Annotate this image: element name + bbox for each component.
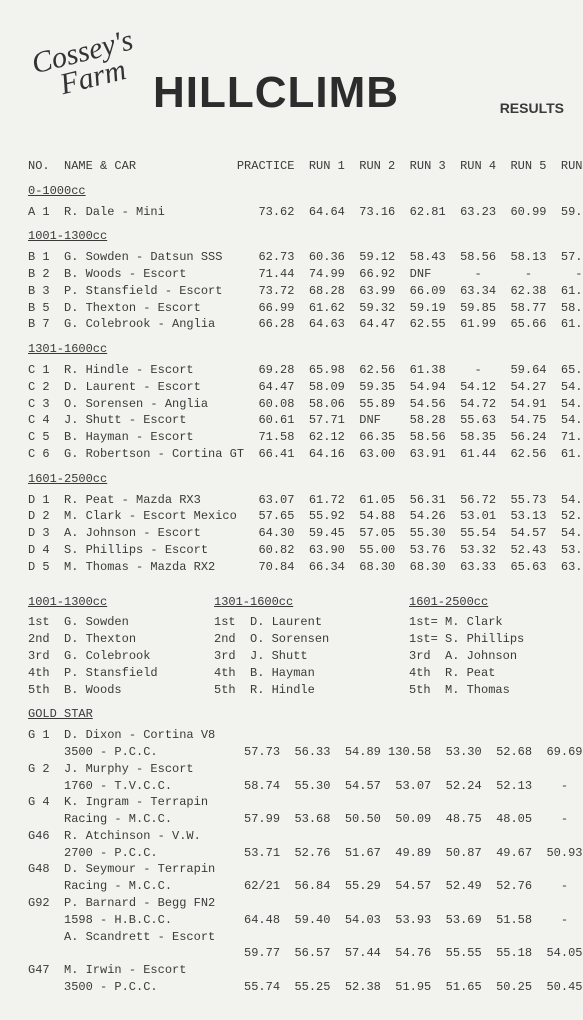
gold-row-times: Racing - M.C.C. 57.99 53.68 50.50 50.09 … (64, 811, 559, 828)
class-block: 1001-1300cc B 1 G. Sowden - Datsun SSS 62… (28, 228, 559, 333)
gold-row-name: G47 M. Irwin - Escort (28, 962, 559, 979)
ranking-row: 3rd A. Johnson (409, 648, 524, 665)
gold-star-header: GOLD STAR (28, 706, 559, 723)
result-row: D 3 A. Johnson - Escort 64.30 59.45 57.0… (28, 525, 559, 542)
event-name-cursive: Cossey's Farm (29, 26, 142, 103)
class-results: 0-1000cc A 1 R. Dale - Mini 73.62 64.64 7… (28, 183, 559, 576)
ranking-row: 5th B. Woods (28, 682, 214, 699)
ranking-row: 5th M. Thomas (409, 682, 524, 699)
main-title: HILLCLIMB (153, 68, 399, 118)
header: Cossey's Farm HILLCLIMB RESULTS (28, 20, 559, 140)
gold-row-name: A. Scandrett - Escort (28, 929, 559, 946)
class-block: 1601-2500cc D 1 R. Peat - Mazda RX3 63.07… (28, 471, 559, 576)
result-row: C 4 J. Shutt - Escort 60.61 57.71 DNF 58… (28, 412, 559, 429)
result-row: C 2 D. Laurent - Escort 64.47 58.09 59.3… (28, 379, 559, 396)
gold-star-rows: G 1 D. Dixon - Cortina V83500 - P.C.C. 5… (28, 727, 559, 996)
gold-row-name: G 4 K. Ingram - Terrapin (28, 794, 559, 811)
gold-row-times: 1760 - T.V.C.C. 58.74 55.30 54.57 53.07 … (64, 778, 559, 795)
gold-row-times: 3500 - P.C.C. 57.73 56.33 54.89 130.58 5… (64, 744, 559, 761)
ranking-row: 1st= M. Clark (409, 614, 524, 631)
result-row: B 3 P. Stansfield - Escort 73.72 68.28 6… (28, 283, 559, 300)
ranking-row: 4th P. Stansfield (28, 665, 214, 682)
result-row: B 2 B. Woods - Escort 71.44 74.99 66.92 … (28, 266, 559, 283)
ranking-col-2: 1301-1600cc 1st D. Laurent2nd O. Sorensen… (214, 586, 409, 699)
result-row: A 1 R. Dale - Mini 73.62 64.64 73.16 62.… (28, 204, 559, 221)
class-block: 0-1000cc A 1 R. Dale - Mini 73.62 64.64 7… (28, 183, 559, 221)
ranking-row: 2nd O. Sorensen (214, 631, 409, 648)
gold-star-section: GOLD STAR G 1 D. Dixon - Cortina V83500 … (28, 706, 559, 996)
result-row: C 3 O. Sorensen - Anglia 60.08 58.06 55.… (28, 396, 559, 413)
gold-row-times: Racing - M.C.C. 62/21 56.84 55.29 54.57 … (64, 878, 559, 895)
result-row: D 4 S. Phillips - Escort 60.82 63.90 55.… (28, 542, 559, 559)
ranking-header: 1601-2500cc (409, 594, 524, 611)
gold-row-name: G46 R. Atchinson - V.W. (28, 828, 559, 845)
ranking-row: 3rd J. Shutt (214, 648, 409, 665)
result-row: D 5 M. Thomas - Mazda RX2 70.84 66.34 68… (28, 559, 559, 576)
class-block: 1301-1600cc C 1 R. Hindle - Escort 69.28 … (28, 341, 559, 463)
result-row: B 1 G. Sowden - Datsun SSS 62.73 60.36 5… (28, 249, 559, 266)
result-row: B 7 G. Colebrook - Anglia 66.28 64.63 64… (28, 316, 559, 333)
class-header: 1001-1300cc (28, 228, 559, 245)
result-row: C 5 B. Hayman - Escort 71.58 62.12 66.35… (28, 429, 559, 446)
ranking-row: 1st D. Laurent (214, 614, 409, 631)
ranking-header: 1301-1600cc (214, 594, 409, 611)
gold-row-times: 3500 - P.C.C. 55.74 55.25 52.38 51.95 51… (64, 979, 559, 996)
rankings: 1001-1300cc1st G. Sowden2nd D. Thexton3r… (28, 586, 559, 699)
ranking-col-1: 1001-1300cc 1st G. Sowden2nd D. Thexton3r… (28, 586, 214, 699)
ranking-row: 4th R. Peat (409, 665, 524, 682)
page: Cossey's Farm HILLCLIMB RESULTS NO. NAME… (0, 0, 583, 1020)
ranking-header: 1001-1300cc (28, 594, 214, 611)
result-row: C 1 R. Hindle - Escort 69.28 65.98 62.56… (28, 362, 559, 379)
class-header: 1601-2500cc (28, 471, 559, 488)
result-row: D 2 M. Clark - Escort Mexico 57.65 55.92… (28, 508, 559, 525)
gold-row-name: G92 P. Barnard - Begg FN2 (28, 895, 559, 912)
ranking-row: 3rd G. Colebrook (28, 648, 214, 665)
results-label: RESULTS (500, 100, 564, 116)
ranking-row: 1st G. Sowden (28, 614, 214, 631)
gold-row-name: G48 D. Seymour - Terrapin (28, 861, 559, 878)
result-row: D 1 R. Peat - Mazda RX3 63.07 61.72 61.0… (28, 492, 559, 509)
ranking-col-3: 1601-2500cc 1st= M. Clark1st= S. Phillips… (409, 586, 524, 699)
gold-row-name: G 2 J. Murphy - Escort (28, 761, 559, 778)
class-header: 0-1000cc (28, 183, 559, 200)
gold-row-times: 2700 - P.C.C. 53.71 52.76 51.67 49.89 50… (64, 845, 559, 862)
result-row: B 5 D. Thexton - Escort 66.99 61.62 59.3… (28, 300, 559, 317)
gold-row-times: 1598 - H.B.C.C. 64.48 59.40 54.03 53.93 … (64, 912, 559, 929)
gold-row-name: G 1 D. Dixon - Cortina V8 (28, 727, 559, 744)
ranking-row: 4th B. Hayman (214, 665, 409, 682)
result-row: C 6 G. Robertson - Cortina GT 66.41 64.1… (28, 446, 559, 463)
ranking-row: 2nd D. Thexton (28, 631, 214, 648)
column-header: NO. NAME & CAR PRACTICE RUN 1 RUN 2 RUN … (28, 158, 559, 175)
ranking-row: 5th R. Hindle (214, 682, 409, 699)
class-header: 1301-1600cc (28, 341, 559, 358)
ranking-row: 1st= S. Phillips (409, 631, 524, 648)
